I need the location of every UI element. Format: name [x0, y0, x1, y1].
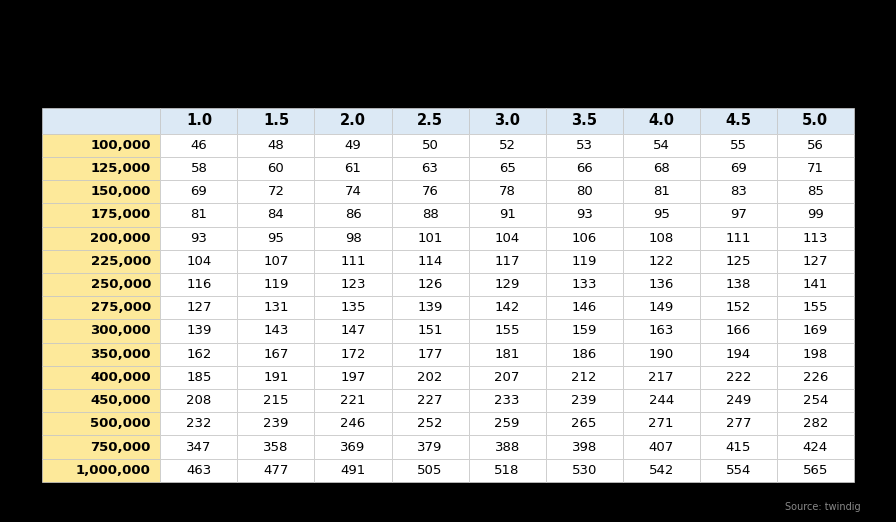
Text: Source: twindig: Source: twindig: [785, 502, 860, 512]
